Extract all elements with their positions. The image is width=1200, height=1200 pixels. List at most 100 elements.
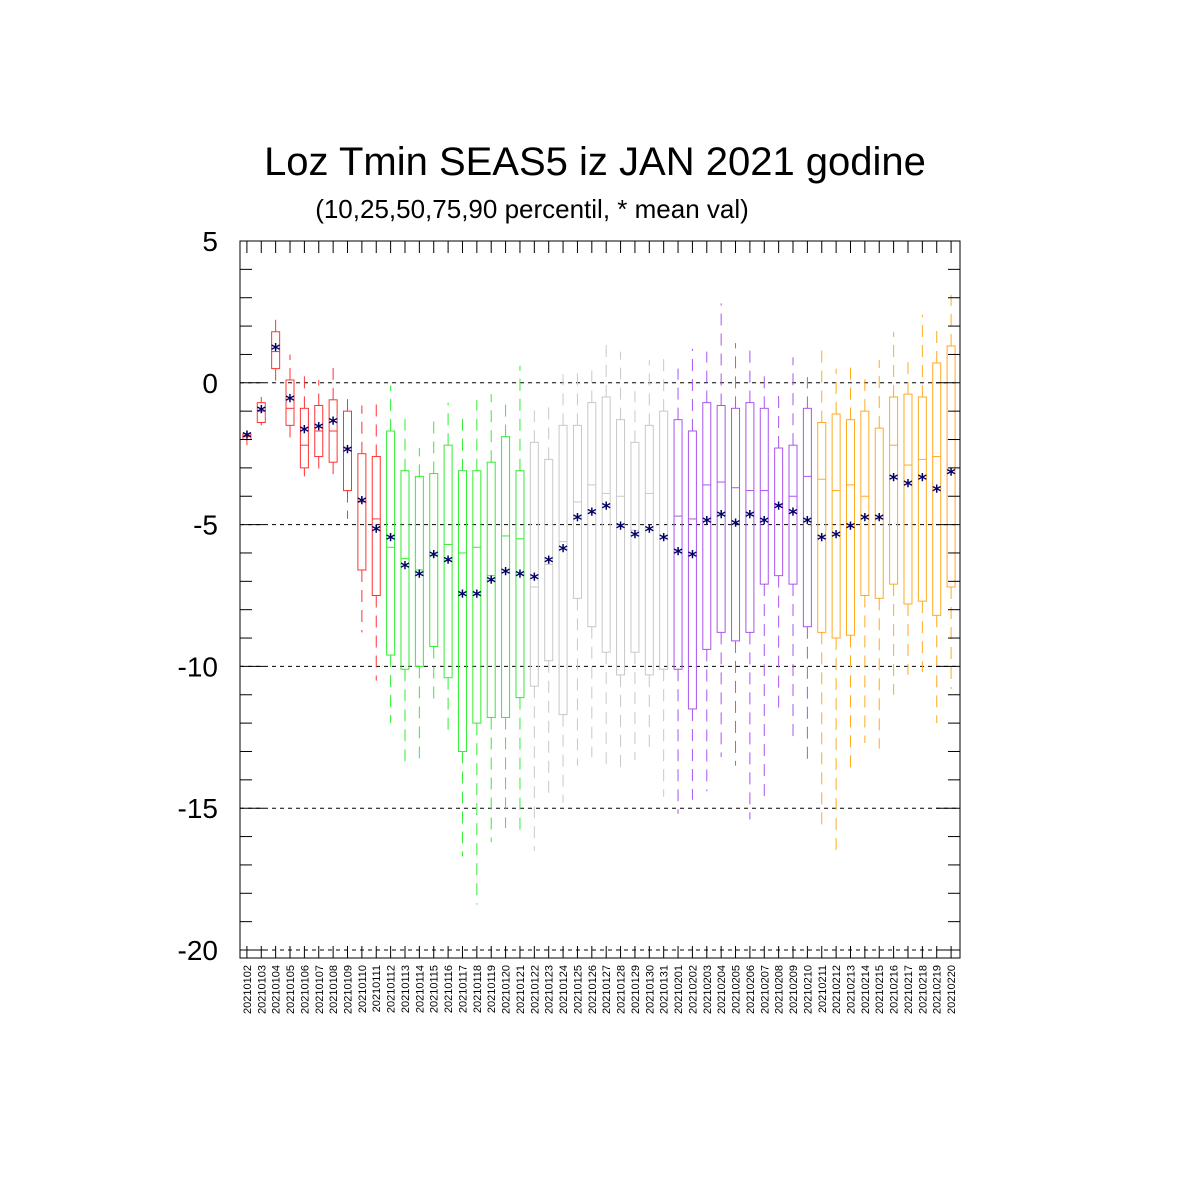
mean-marker: *	[616, 518, 626, 539]
box-20210216: *	[889, 331, 899, 695]
x-tick-label: 20210131	[659, 965, 671, 1014]
chart-subtitle: (10,25,50,75,90 percentil, * mean val)	[315, 194, 749, 224]
box-20210103: *	[256, 396, 267, 426]
box-body	[759, 407, 769, 585]
mean-marker: *	[314, 419, 324, 440]
box-20210201: *	[673, 368, 683, 814]
mean-marker: *	[357, 493, 367, 514]
box-20210212: *	[831, 368, 841, 851]
mean-marker: *	[889, 470, 899, 491]
box-20210213: *	[846, 360, 856, 775]
box-20210210: *	[803, 377, 813, 760]
box-body	[501, 436, 511, 718]
mean-marker: *	[242, 428, 252, 449]
mean-marker: *	[544, 552, 554, 573]
x-tick-label: 20210214	[860, 965, 872, 1014]
mean-marker: *	[645, 521, 655, 542]
box-20210113: *	[400, 416, 410, 766]
box-body	[429, 473, 439, 648]
y-axis: 5 0 -5 -10 -15 -20	[178, 226, 960, 966]
box-20210106: *	[300, 371, 310, 477]
box-body	[745, 402, 755, 633]
box-20210107: *	[314, 379, 324, 474]
box-20210211: *	[817, 345, 827, 829]
box-body	[687, 430, 697, 710]
x-tick-label: 20210115	[429, 965, 441, 1013]
mean-marker: *	[918, 470, 928, 491]
x-tick-label: 20210123	[544, 965, 556, 1014]
box-body	[457, 470, 467, 752]
y-tick-label: -15	[178, 793, 218, 824]
box-20210121: *	[515, 365, 525, 831]
mean-marker: *	[788, 504, 798, 525]
mean-marker: *	[803, 513, 813, 534]
box-body	[371, 456, 381, 597]
mean-marker: *	[745, 507, 755, 528]
x-tick-label: 20210103	[256, 965, 268, 1014]
box-body	[731, 407, 741, 642]
box-body	[630, 441, 640, 653]
box-20210130: *	[645, 360, 655, 755]
y-tick-label: 5	[202, 226, 218, 257]
box-body	[400, 470, 410, 670]
box-20210111: *	[371, 402, 382, 681]
x-tick-label: 20210217	[903, 965, 915, 1014]
box-20210102: *	[242, 428, 252, 449]
box-body	[386, 430, 396, 656]
x-tick-label: 20210130	[644, 965, 656, 1014]
box-20210124: *	[558, 374, 568, 803]
x-tick-label: 20210212	[831, 965, 843, 1014]
box-body	[659, 410, 669, 670]
box-body	[601, 396, 611, 653]
y-tick-label: -10	[178, 651, 218, 682]
box-body	[874, 427, 884, 599]
x-tick-label: 20210128	[616, 965, 628, 1014]
x-axis: 20210102 20210103 20210104 20210105 20210106…	[242, 241, 958, 1014]
x-tick-label: 20210213	[845, 965, 857, 1014]
mean-marker: *	[573, 510, 583, 531]
mean-marker: *	[760, 513, 770, 534]
mean-marker: *	[558, 541, 568, 562]
mean-marker: *	[285, 391, 295, 412]
x-tick-label: 20210219	[932, 965, 944, 1014]
box-body	[515, 470, 525, 699]
box-20210131: *	[659, 357, 669, 797]
box-20210114: *	[415, 448, 425, 760]
x-tick-label: 20210112	[386, 965, 398, 1013]
box-20210125: *	[573, 371, 583, 766]
mean-marker: *	[386, 530, 396, 551]
box-body	[486, 461, 496, 718]
y-tick-label: -20	[178, 935, 218, 966]
x-tick-label: 20210110	[357, 965, 369, 1013]
box-body	[802, 407, 812, 628]
x-tick-label: 20210201	[673, 965, 685, 1014]
x-tick-label: 20210210	[802, 965, 814, 1014]
box-20210126: *	[587, 365, 597, 758]
box-20210108: *	[328, 360, 338, 483]
box-series: ***** * **** ** ** ** ** * * **** * ** * * ** ** * * * ** * *…	[242, 294, 956, 905]
mean-marker: *	[257, 402, 267, 423]
mean-marker: *	[530, 569, 540, 590]
x-tick-label: 20210202	[687, 965, 699, 1014]
x-tick-label: 20210122	[529, 965, 541, 1014]
x-tick-label: 20210109	[343, 965, 355, 1014]
mean-marker: *	[659, 530, 669, 551]
box-20210214: *	[860, 371, 870, 743]
box-body	[414, 475, 424, 667]
box-20210110: *	[357, 405, 367, 633]
box-body	[889, 396, 899, 585]
x-tick-label: 20210129	[630, 965, 642, 1014]
mean-marker: *	[271, 340, 281, 361]
box-20210109: *	[343, 391, 353, 519]
mean-marker: *	[300, 422, 310, 443]
x-tick-label: 20210105	[285, 965, 297, 1014]
box-body	[256, 402, 266, 424]
mean-marker: *	[372, 521, 382, 542]
box-body	[285, 379, 295, 426]
mean-marker: *	[472, 587, 482, 608]
mean-marker: *	[846, 518, 856, 539]
x-tick-label: 20210108	[328, 965, 340, 1014]
mean-marker: *	[400, 558, 410, 579]
box-body	[472, 470, 482, 724]
mean-marker: *	[903, 476, 913, 497]
